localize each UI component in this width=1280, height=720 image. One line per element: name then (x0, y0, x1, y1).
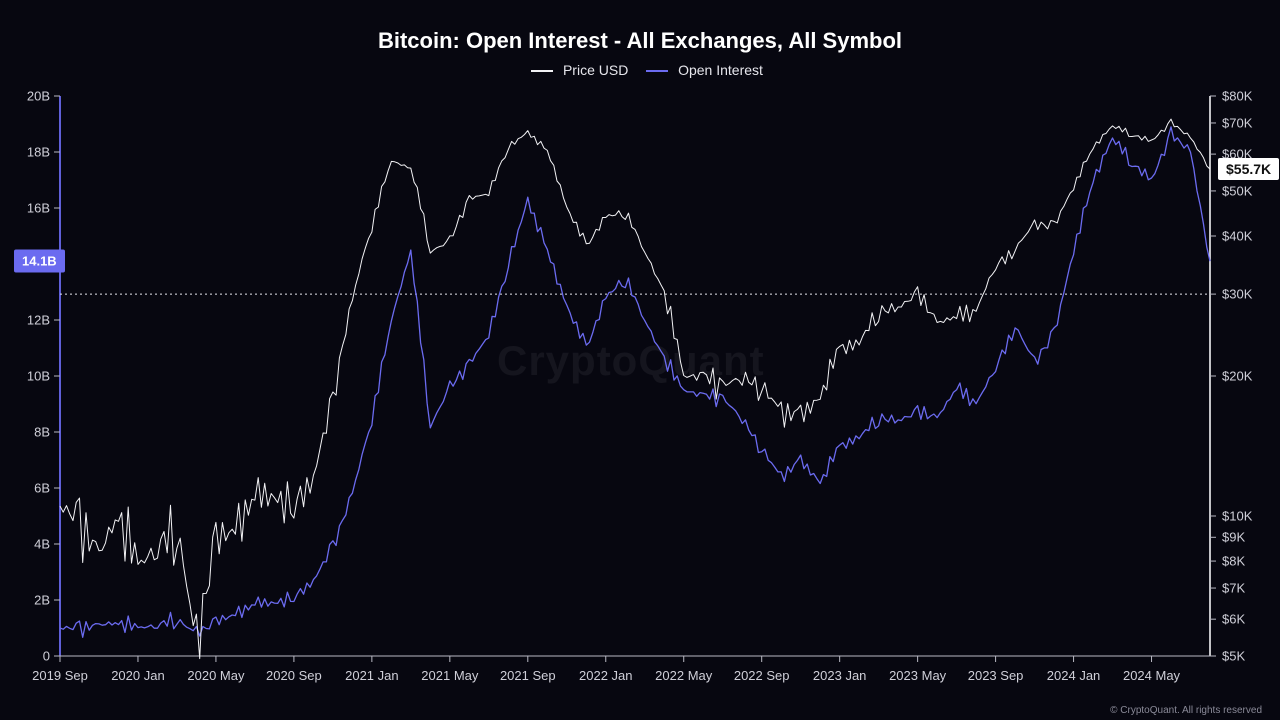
right-axis-highlight: $55.7K (1218, 158, 1279, 180)
axis-tick-label: 12B (27, 313, 50, 328)
chart-plot (0, 0, 1280, 720)
axis-tick-label: 2022 Sep (734, 668, 790, 683)
axis-tick-label: 4B (34, 537, 50, 552)
axis-tick-label: 2021 May (421, 668, 478, 683)
axis-tick-label: 0 (43, 649, 50, 664)
axis-tick-label: 8B (34, 425, 50, 440)
copyright-text: © CryptoQuant. All rights reserved (1110, 705, 1262, 716)
axis-tick-label: 16B (27, 201, 50, 216)
axis-tick-label: 2020 Sep (266, 668, 322, 683)
axis-tick-label: 18B (27, 145, 50, 160)
axis-tick-label: $10K (1222, 509, 1252, 524)
axis-tick-label: 2B (34, 593, 50, 608)
axis-tick-label: 6B (34, 481, 50, 496)
axis-tick-label: $20K (1222, 369, 1252, 384)
axis-tick-label: $6K (1222, 612, 1245, 627)
axis-tick-label: 2019 Sep (32, 668, 88, 683)
axis-tick-label: $5K (1222, 649, 1245, 664)
axis-tick-label: 2024 Jan (1047, 668, 1101, 683)
axis-tick-label: $30K (1222, 287, 1252, 302)
axis-tick-label: 2022 May (655, 668, 712, 683)
axis-tick-label: 2023 Sep (968, 668, 1024, 683)
axis-tick-label: 2021 Sep (500, 668, 556, 683)
axis-tick-label: $9K (1222, 530, 1245, 545)
axis-tick-label: 2020 May (187, 668, 244, 683)
axis-tick-label: $7K (1222, 581, 1245, 596)
axis-tick-label: 2024 May (1123, 668, 1180, 683)
axis-tick-label: 2020 Jan (111, 668, 165, 683)
axis-tick-label: 2021 Jan (345, 668, 399, 683)
axis-tick-label: 2023 May (889, 668, 946, 683)
axis-tick-label: $50K (1222, 183, 1252, 198)
right-axis-highlight-label: $55.7K (1226, 161, 1271, 177)
left-axis-highlight: 14.1B (14, 250, 65, 273)
axis-tick-label: 2022 Jan (579, 668, 633, 683)
axis-tick-label: 2023 Jan (813, 668, 867, 683)
left-axis-highlight-label: 14.1B (22, 254, 57, 269)
axis-tick-label: 20B (27, 89, 50, 104)
axis-tick-label: $70K (1222, 115, 1252, 130)
axis-tick-label: $80K (1222, 89, 1252, 104)
axis-tick-label: 10B (27, 369, 50, 384)
axis-tick-label: $8K (1222, 554, 1245, 569)
axis-tick-label: $40K (1222, 229, 1252, 244)
chart-container: Bitcoin: Open Interest - All Exchanges, … (0, 0, 1280, 720)
